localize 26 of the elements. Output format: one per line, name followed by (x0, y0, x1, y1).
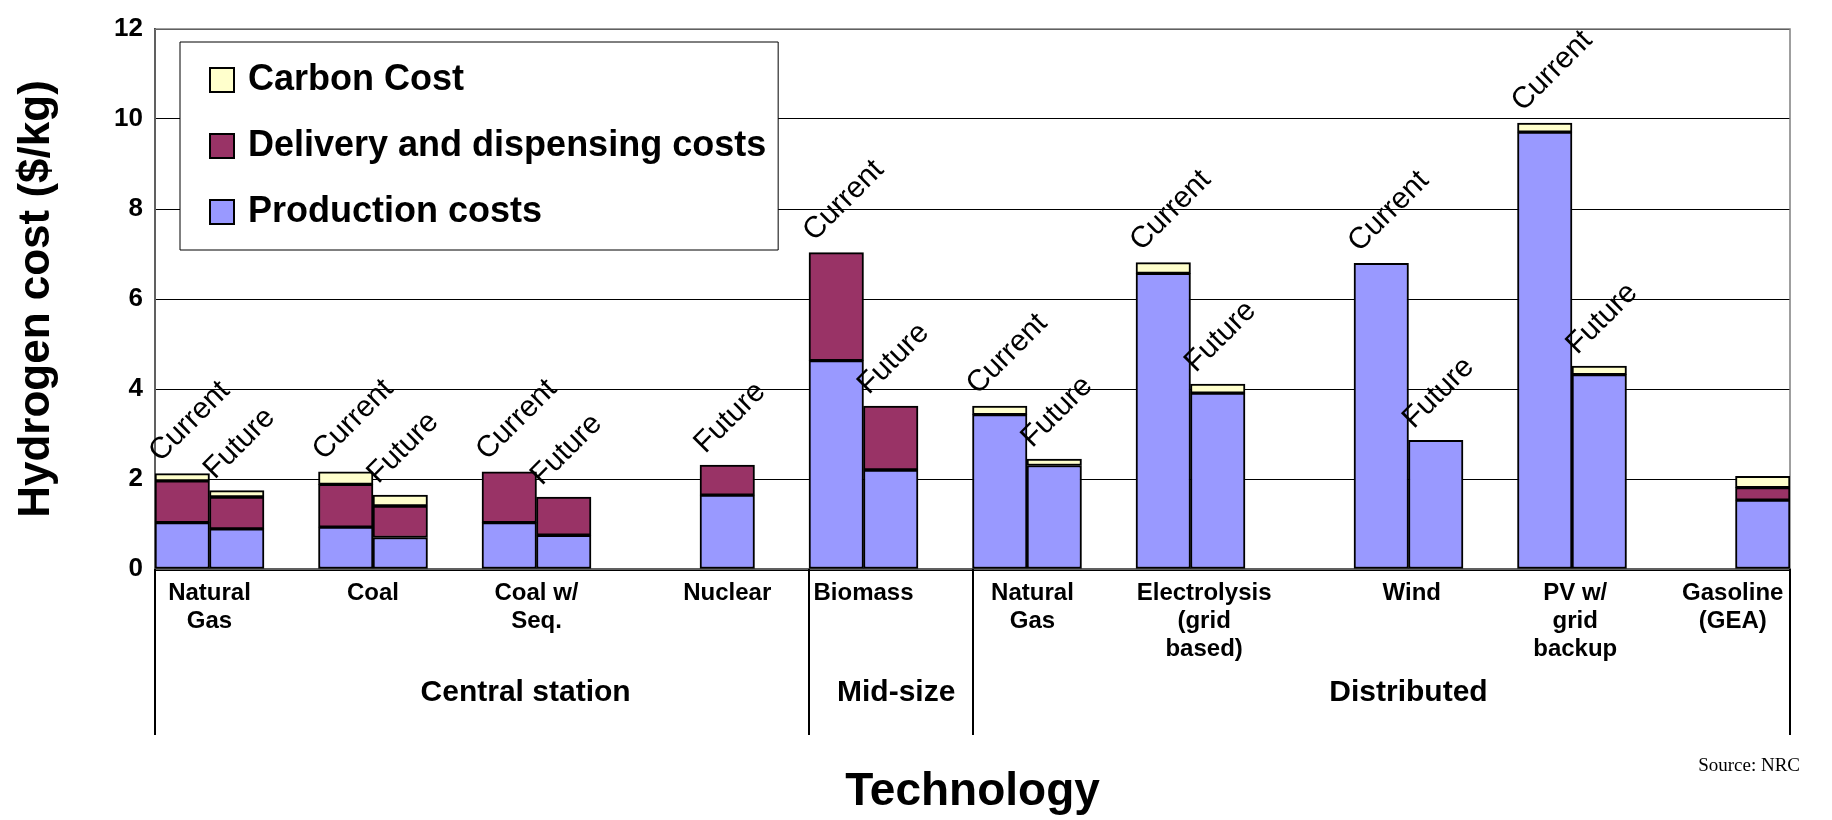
y-axis-title: Hydrogen cost ($/kg) (8, 80, 58, 518)
text: Coal w/ Seq. (494, 577, 579, 633)
y-tick-label: 10 (114, 102, 143, 133)
y-tick-label: 12 (114, 12, 143, 43)
y-tick-label: 8 (128, 192, 143, 223)
text: Biomass (813, 577, 914, 605)
legend-label: Delivery and dispensing costs (248, 122, 767, 164)
text: Wind (1382, 577, 1441, 605)
text: Coal (346, 577, 400, 605)
y-tick-label: 0 (128, 552, 143, 583)
text: Natural Gas (168, 577, 251, 633)
text: PV w/ grid backup (1533, 577, 1618, 661)
legend-label: Carbon Cost (248, 56, 465, 98)
y-tick-label: 6 (128, 282, 143, 313)
legend-label: Production costs (248, 188, 543, 230)
y-tick-label: 4 (128, 372, 144, 403)
x-axis-title: Technology (845, 763, 1101, 816)
source-note: Source: NRC (1698, 753, 1800, 775)
y-tick-label: 2 (128, 462, 143, 493)
text: Natural Gas (991, 577, 1074, 633)
text: Central station (420, 674, 631, 708)
text: Distributed (1329, 674, 1488, 708)
text: Gasoline (GEA) (1682, 577, 1784, 633)
text: Mid-size (837, 674, 956, 708)
text: Nuclear (683, 577, 772, 605)
text: Electrolysis (grid based) (1136, 577, 1272, 661)
